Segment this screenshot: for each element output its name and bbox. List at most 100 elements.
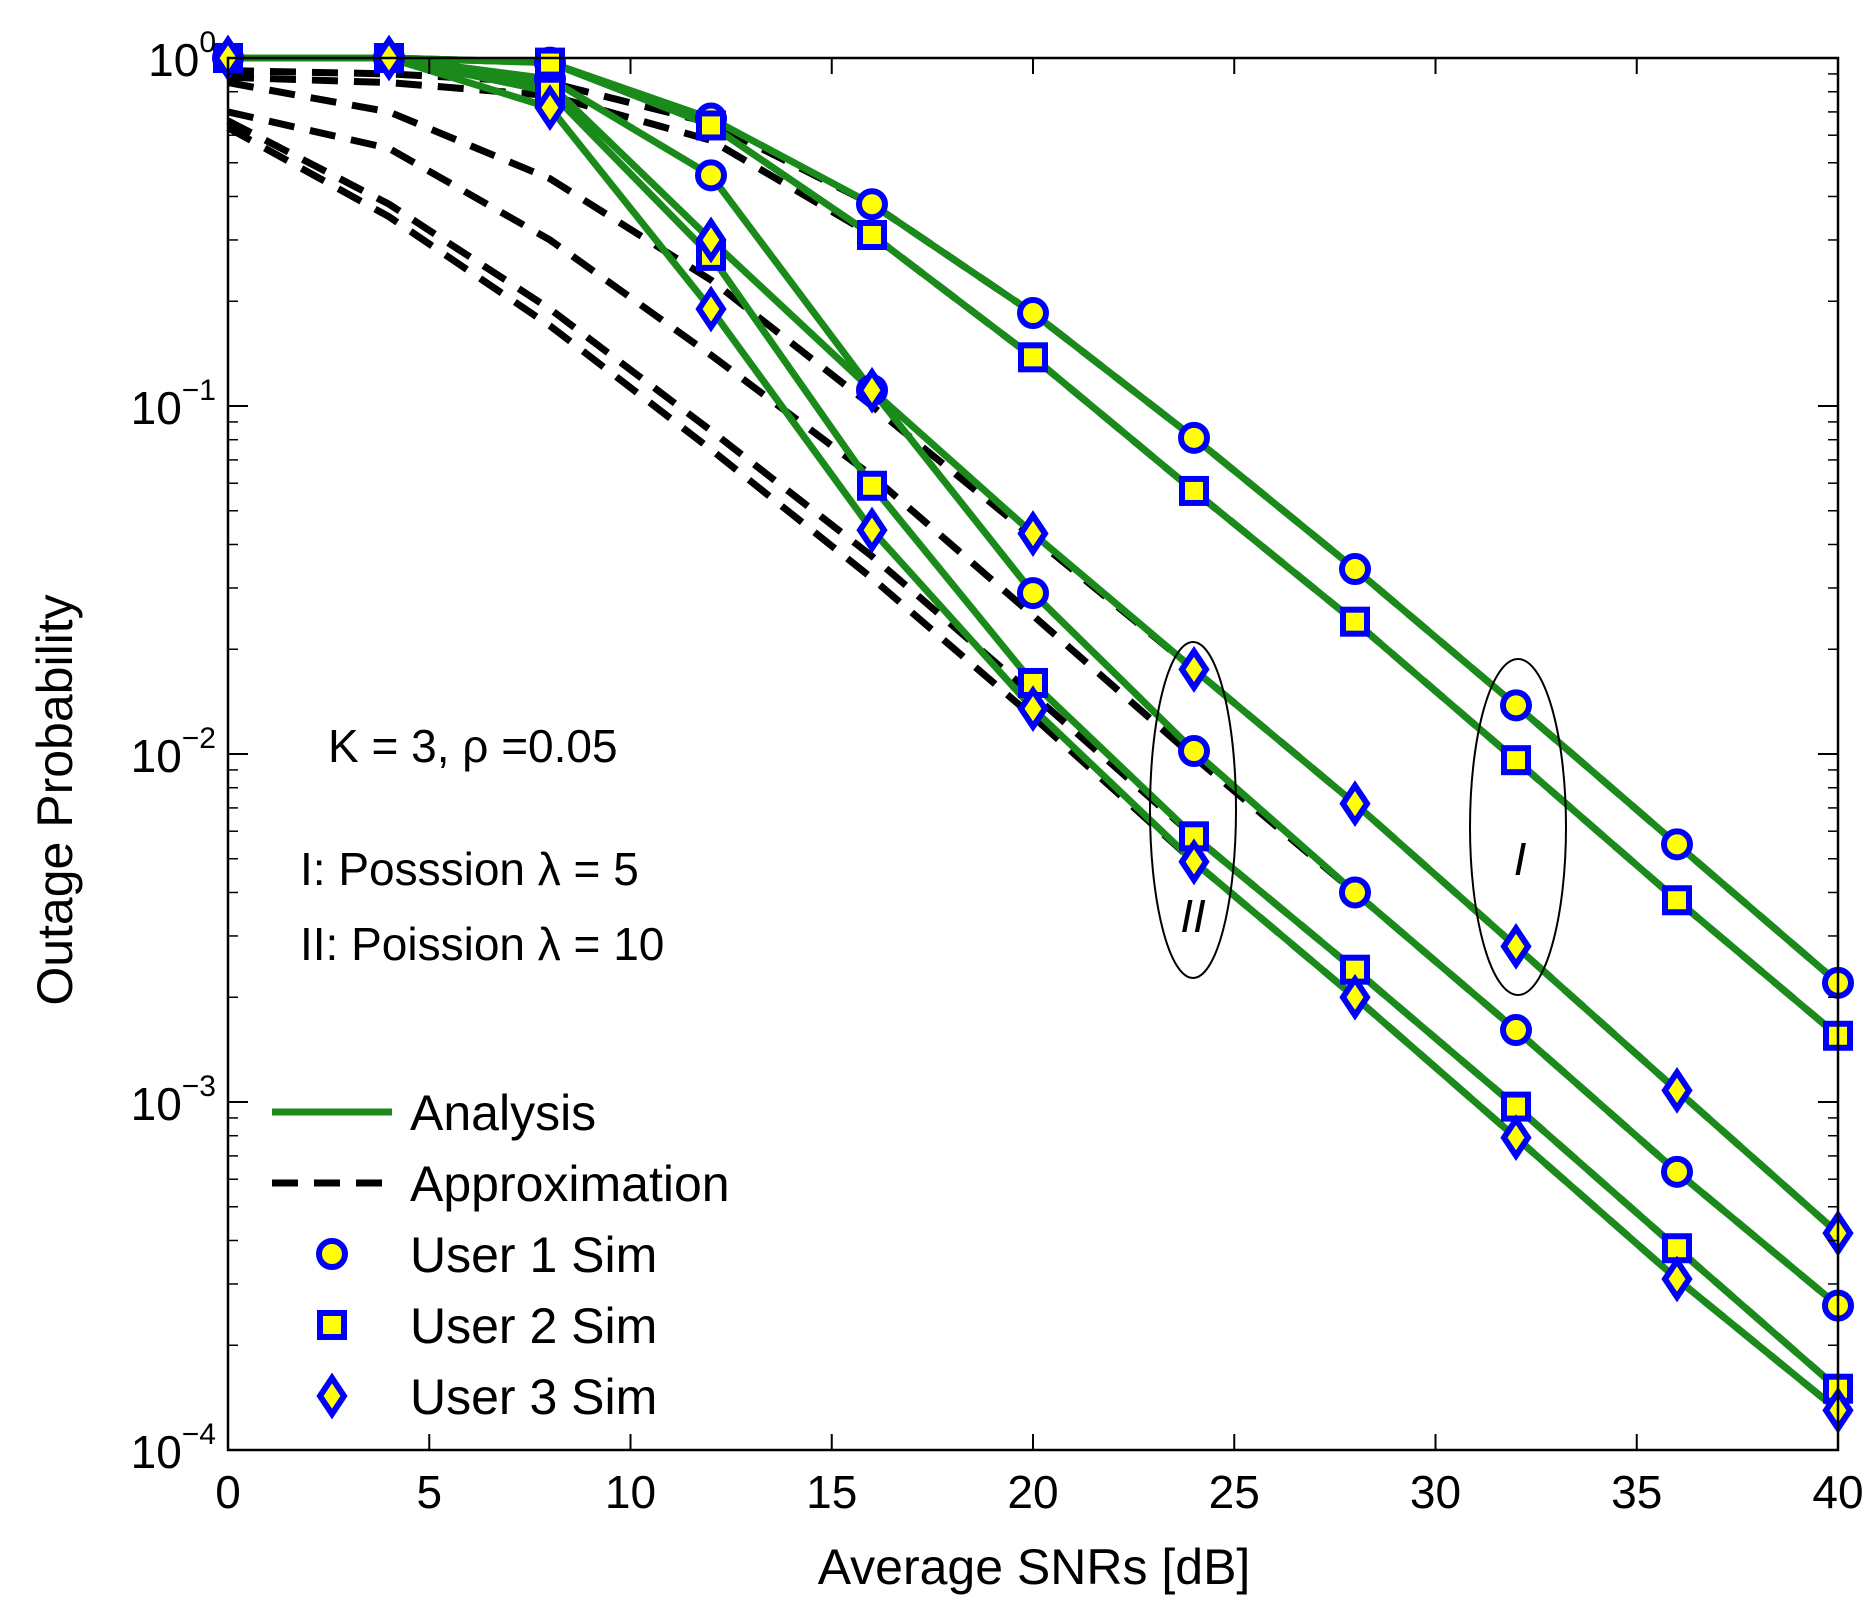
y-tick-label-4: 10−4	[131, 1418, 216, 1478]
user-1-circle-marker-4	[856, 188, 888, 221]
user-3-diamond-marker-7	[1339, 780, 1371, 828]
user-2-square-marker-7	[1340, 606, 1370, 637]
user-3-diamond-marker-15-shape	[1339, 973, 1371, 1021]
user-3-diamond-marker-3	[695, 216, 727, 264]
user-1-circle-marker-7	[1339, 553, 1371, 586]
y-tick-label-base: 10	[131, 730, 182, 782]
user-3-diamond-marker-12-shape	[856, 506, 888, 554]
user-3-diamond-marker-6	[1178, 646, 1210, 693]
user-2-square-marker-7-shape	[1340, 606, 1370, 637]
user-2-square-marker-8-shape	[1501, 745, 1531, 776]
user-3-diamond-marker-9-shape	[1661, 1066, 1693, 1114]
user-3-diamond-marker-7-shape	[1339, 780, 1371, 828]
user-3-diamond-marker-16-shape	[1500, 1114, 1532, 1162]
legend-label-user-1-sim: User 1 Sim	[410, 1227, 657, 1283]
user-2-square-marker-9-shape	[1662, 885, 1692, 916]
user-3-diamond-marker-5-shape	[1017, 510, 1049, 557]
y-tick-label-base: 10	[131, 1426, 182, 1478]
legend-swatch-user-3-sim-shape	[316, 1372, 348, 1420]
user-1-circle-marker-9-shape	[1661, 828, 1693, 861]
user-3-diamond-marker-8	[1500, 922, 1532, 970]
user-3-diamond-marker-8-shape	[1500, 922, 1532, 970]
legend-label-analysis: Analysis	[410, 1085, 596, 1141]
user-1-circle-marker-18	[1661, 1155, 1693, 1188]
user-1-circle-marker-17-shape	[1500, 1014, 1532, 1047]
y-tick-label-1: 10−1	[131, 374, 216, 434]
user-1-circle-marker-14-shape	[1017, 577, 1049, 610]
x-tick-label-35: 35	[1611, 1466, 1662, 1518]
x-tick-label-10: 10	[605, 1466, 656, 1518]
annotations: K = 3, ρ =0.05 I: Posssion λ = 5 II: Poi…	[300, 641, 1567, 996]
y-tick-label-2: 10−2	[131, 722, 216, 782]
x-tick-label-5: 5	[416, 1466, 442, 1518]
y-tick-label-exponent: −1	[182, 374, 216, 407]
x-tick-label-15: 15	[806, 1466, 857, 1518]
user-1-circle-marker-8-shape	[1500, 689, 1532, 722]
user-3-diamond-marker-3-shape	[695, 216, 727, 264]
x-axis-label: Average SNRs [dB]	[818, 1539, 1251, 1595]
user-3-diamond-marker-4-shape	[856, 366, 888, 414]
user-3-diamond-marker-4	[856, 366, 888, 414]
y-axis-label: Outage Probability	[27, 594, 83, 1005]
user-1-circle-marker-4-shape	[856, 188, 888, 221]
user-1-circle-marker-9	[1661, 828, 1693, 861]
user-1-circle-marker-5	[1017, 297, 1049, 330]
y-tick-label-exponent: −3	[182, 1070, 216, 1103]
legend-swatch-user-1-sim-shape	[316, 1238, 348, 1270]
user-3-diamond-marker-11	[695, 285, 727, 333]
user-3-diamond-marker-17	[1661, 1255, 1693, 1303]
y-tick-label-base: 10	[131, 382, 182, 434]
user-1-circle-marker-12-shape	[695, 159, 727, 192]
user-2-square-marker-4	[857, 220, 887, 251]
annotation-case-i: I: Posssion λ = 5	[300, 843, 639, 895]
user-3-diamond-marker-6-shape	[1178, 646, 1210, 693]
legend-label-approximation: Approximation	[410, 1156, 730, 1212]
user-1-circle-marker-12	[695, 159, 727, 192]
user-1-circle-marker-5-shape	[1017, 297, 1049, 330]
user-3-diamond-marker-12	[856, 506, 888, 554]
ellipse-i-label: I	[1514, 833, 1527, 885]
x-tick-label-40: 40	[1812, 1466, 1863, 1518]
user-2-square-marker-13	[857, 470, 887, 501]
user-2-square-marker-3	[696, 110, 726, 141]
y-tick-label-base: 10	[148, 34, 199, 86]
user-3-diamond-marker-14	[1178, 838, 1210, 886]
user-2-square-marker-2-shape	[535, 47, 565, 78]
user-2-square-marker-3-shape	[696, 110, 726, 141]
user-1-circle-marker-18-shape	[1661, 1155, 1693, 1188]
user-3-diamond-marker-13	[1017, 685, 1049, 733]
y-tick-label-base: 10	[131, 1078, 182, 1130]
ellipse-i	[1469, 658, 1567, 996]
user-2-square-marker-8	[1501, 745, 1531, 776]
user-1-circle-marker-15	[1178, 735, 1210, 768]
ellipse-ii	[1149, 641, 1237, 979]
user-1-circle-marker-7-shape	[1339, 553, 1371, 586]
user-1-circle-marker-16-shape	[1339, 876, 1371, 909]
user-2-square-marker-6-shape	[1179, 475, 1209, 506]
user-3-diamond-marker-14-shape	[1178, 838, 1210, 886]
user-1-circle-marker-6-shape	[1178, 421, 1210, 454]
y-tick-label-exponent: −2	[182, 722, 216, 755]
user-1-circle-marker-8	[1500, 689, 1532, 722]
user-2-square-marker-5	[1018, 342, 1048, 373]
user-2-square-marker-4-shape	[857, 220, 887, 251]
user-3-diamond-marker-2	[534, 84, 566, 132]
x-tick-label-30: 30	[1410, 1466, 1461, 1518]
user-2-square-marker-2	[535, 47, 565, 78]
user-3-diamond-marker-16	[1500, 1114, 1532, 1162]
x-tick-label-25: 25	[1209, 1466, 1260, 1518]
user-1-circle-marker-14	[1017, 577, 1049, 610]
legend-swatch-user-2-sim-shape	[317, 1310, 347, 1340]
user-3-diamond-marker-15	[1339, 973, 1371, 1021]
user-1-circle-marker-16	[1339, 876, 1371, 909]
user-3-diamond-marker-9	[1661, 1066, 1693, 1114]
user-3-diamond-marker-13-shape	[1017, 685, 1049, 733]
user-3-diamond-marker-17-shape	[1661, 1255, 1693, 1303]
y-tick-label-3: 10−3	[131, 1070, 216, 1130]
user-2-square-marker-9	[1662, 885, 1692, 916]
series-line-ii-user-3-approx	[226, 124, 1841, 1414]
user-1-circle-marker-15-shape	[1178, 735, 1210, 768]
user-2-square-marker-6	[1179, 475, 1209, 506]
